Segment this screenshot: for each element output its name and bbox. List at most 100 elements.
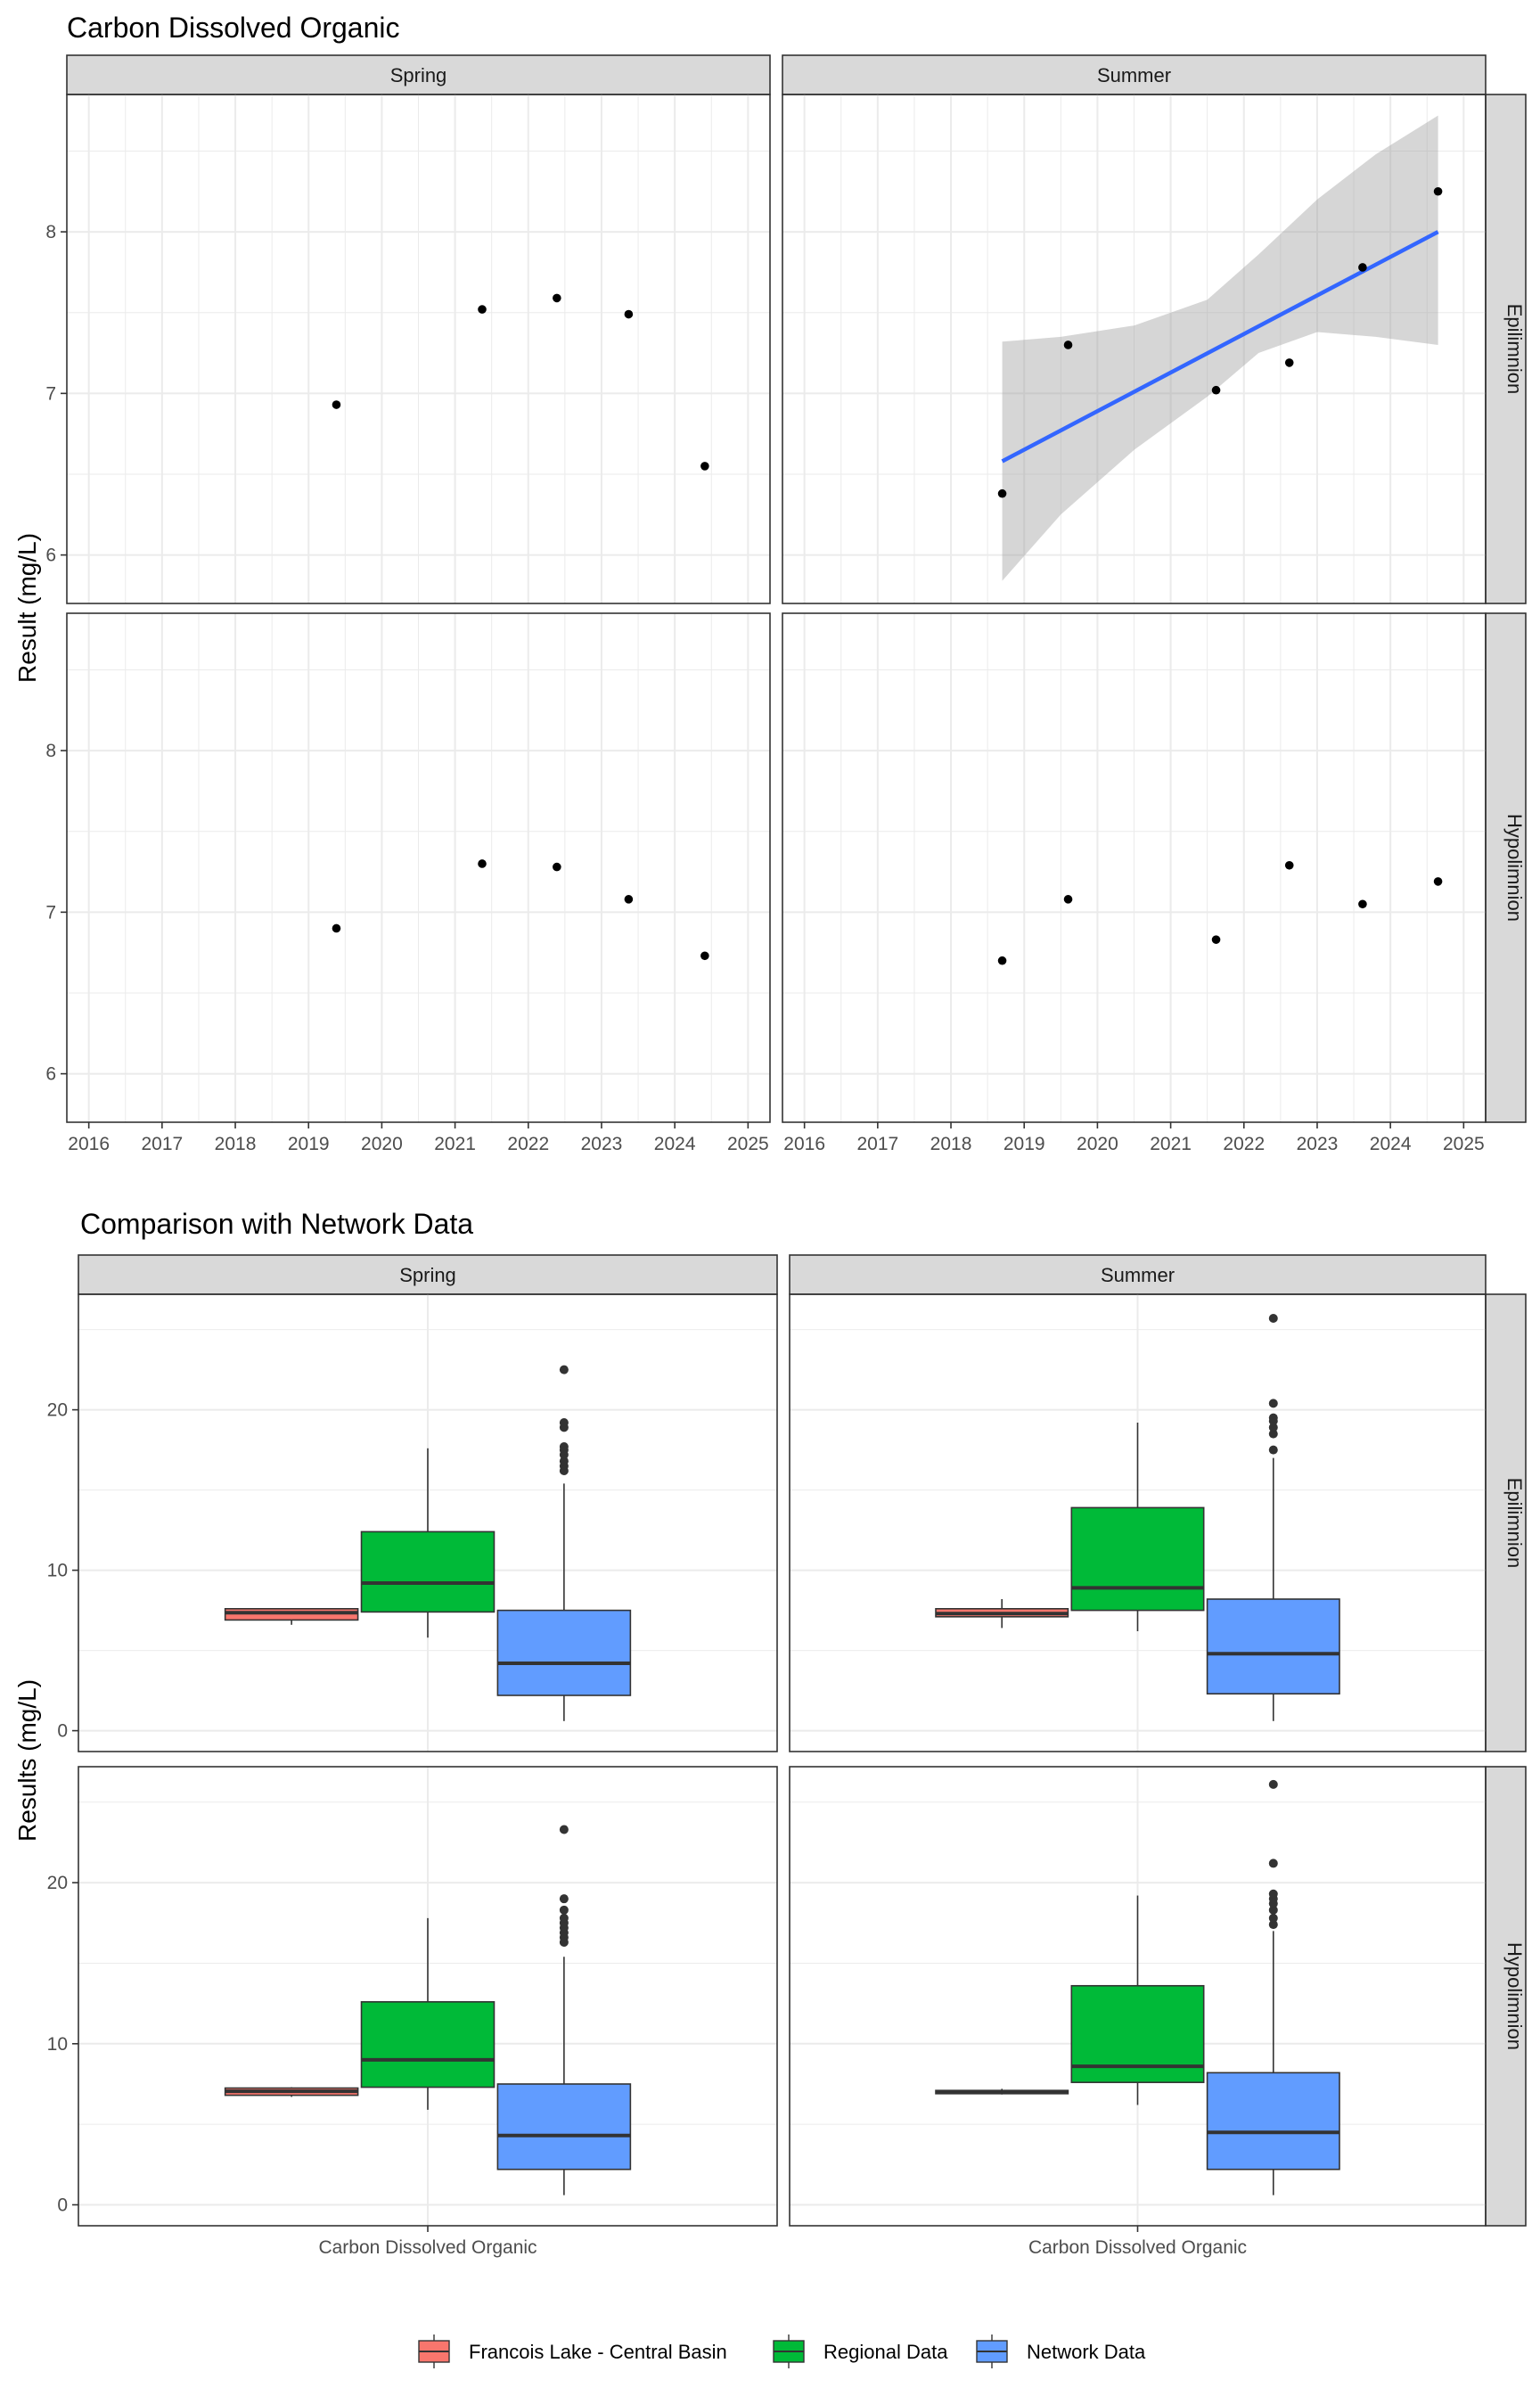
box-network-data <box>1206 1779 1340 2195</box>
box-regional-data <box>1070 1423 1205 1631</box>
x-tick-label: 2017 <box>141 1134 183 1154</box>
outlier-point <box>1268 1859 1278 1868</box>
outlier-point <box>1268 1905 1278 1915</box>
data-point <box>1063 895 1073 904</box>
x-tick-label: 2016 <box>783 1134 825 1154</box>
x-tick-label: 2024 <box>654 1134 696 1154</box>
panel-border <box>782 94 1487 604</box>
x-tick-label: Carbon Dissolved Organic <box>1028 2237 1247 2258</box>
data-point <box>553 293 561 303</box>
box-facet-label-spring: Spring <box>399 1264 456 1286</box>
data-point <box>1211 385 1221 395</box>
panel-border <box>66 94 771 604</box>
box-regional-data <box>1070 1895 1205 2105</box>
legend-label: Network Data <box>1027 2341 1146 2363</box>
y-tick-label: 10 <box>47 2034 68 2055</box>
data-point <box>700 462 709 471</box>
outlier-point <box>1268 1429 1278 1439</box>
data-point <box>332 923 341 933</box>
y-tick-label: 0 <box>57 2195 68 2216</box>
outlier-point <box>559 1894 569 1904</box>
box-facet-strip-summer <box>789 1254 1487 1295</box>
box-facet-strip-epilimnion <box>1485 1293 1527 1752</box>
box-francois-lake-central-basin <box>935 2088 1069 2095</box>
legend: Francois Lake - Central Basin Regional Da… <box>418 2334 1146 2368</box>
box-chart-title: Comparison with Network Data <box>80 1208 473 1240</box>
legend-key <box>976 2334 1008 2368</box>
y-tick-label: 7 <box>45 902 56 923</box>
scatter-chart: Carbon Dissolved Organic Result (mg/L) Spr… <box>13 12 1527 1154</box>
box-panel-summer-hypolimnion: Carbon Dissolved Organic <box>789 1766 1487 2258</box>
data-point <box>624 895 634 904</box>
box-body <box>496 2083 632 2170</box>
box-body <box>360 2001 496 2088</box>
facet-strip-hypolimnion <box>1485 612 1527 1123</box>
box-regional-data <box>360 1448 496 1638</box>
x-tick-label: 2023 <box>581 1134 623 1154</box>
box-francois-lake-central-basin <box>224 1608 359 1625</box>
box-panel-summer-epilimnion <box>789 1293 1487 1752</box>
data-point <box>478 859 487 868</box>
data-point <box>1284 358 1294 367</box>
data-point <box>332 400 341 409</box>
x-tick-label: 2021 <box>434 1134 476 1154</box>
outlier-point <box>1268 1445 1278 1455</box>
facet-strip-summer <box>782 54 1487 95</box>
outlier-point <box>559 1913 569 1923</box>
box-facet-strip-hypolimnion <box>1485 1766 1527 2227</box>
box-facet-label-epilimnion: Epilimnion <box>1503 1478 1526 1569</box>
data-point <box>1211 935 1221 944</box>
box-facet-strip-spring <box>78 1254 778 1295</box>
panel-border <box>789 1293 1487 1752</box>
box-y-axis-title: Results (mg/L) <box>13 1679 41 1842</box>
x-tick-label: 2016 <box>68 1134 110 1154</box>
chart-title: Carbon Dissolved Organic <box>67 12 400 44</box>
box-francois-lake-central-basin <box>935 1599 1069 1629</box>
x-tick-label: 2019 <box>288 1134 330 1154</box>
x-tick-label: 2021 <box>1150 1134 1192 1154</box>
y-tick-label: 10 <box>47 1561 68 1581</box>
data-point <box>1433 877 1443 886</box>
facet-label-epilimnion: Epilimnion <box>1503 304 1526 395</box>
data-point <box>1358 899 1367 909</box>
x-tick-label: Carbon Dissolved Organic <box>318 2237 537 2258</box>
box-panel-spring-epilimnion: 0 10 20 <box>47 1293 778 1752</box>
legend-label: Francois Lake - Central Basin <box>469 2341 727 2363</box>
x-tick-label: 2025 <box>727 1134 769 1154</box>
facet-label-summer: Summer <box>1097 64 1171 86</box>
x-tick-label: 2022 <box>1223 1134 1265 1154</box>
facet-strip-epilimnion <box>1485 94 1527 604</box>
outlier-point <box>1268 1413 1278 1423</box>
x-tick-label: 2018 <box>930 1134 972 1154</box>
box-regional-data <box>360 1917 496 2110</box>
outlier-point <box>1268 1913 1278 1923</box>
box-facet-label-summer: Summer <box>1101 1264 1175 1286</box>
x-tick-label: 2025 <box>1443 1134 1485 1154</box>
box-body <box>360 1530 496 1613</box>
legend-key <box>773 2334 805 2368</box>
data-point <box>1358 263 1367 272</box>
data-point <box>1284 860 1294 870</box>
y-tick-label: 8 <box>45 222 56 242</box>
box-body <box>496 1609 632 1696</box>
data-point <box>997 488 1007 498</box>
outlier-point <box>559 1418 569 1427</box>
box-panel-spring-hypolimnion: 0 10 20 Carbon Dissolved Organic <box>47 1766 778 2258</box>
y-tick-label: 0 <box>57 1721 68 1742</box>
box-body <box>1206 1598 1340 1694</box>
x-tick-label: 2023 <box>1297 1134 1339 1154</box>
legend-key <box>418 2334 450 2368</box>
facet-label-hypolimnion: Hypolimnion <box>1503 814 1526 922</box>
outlier-point <box>559 1456 569 1466</box>
data-point <box>624 309 634 319</box>
outlier-point <box>1268 1889 1278 1899</box>
data-point <box>1433 186 1443 196</box>
outlier-point <box>559 1825 569 1834</box>
box-network-data <box>1206 1314 1340 1721</box>
box-body <box>1206 2072 1340 2170</box>
panel-spring-hypolimnion: 6 7 8 2016 2017 2018 2019 2020 2021 2022 2023 2024 2… <box>45 612 771 1154</box>
y-tick-label: 6 <box>45 1064 56 1085</box>
panel-summer-hypolimnion: 2016 2017 2018 2019 2020 2021 2022 2023 2024 2025 <box>782 612 1487 1154</box>
x-tick-label: 2018 <box>215 1134 257 1154</box>
